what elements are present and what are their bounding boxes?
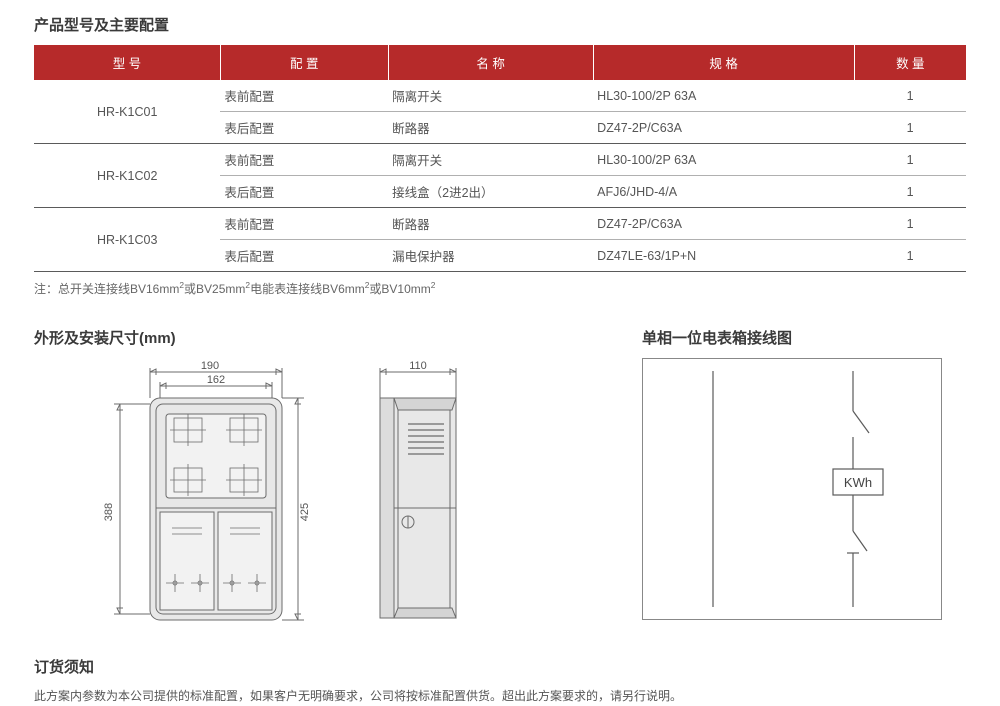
svg-text:190: 190	[201, 360, 219, 372]
config-table: 型 号 配 置 名 称 规 格 数 量 HR-K1C01表前配置隔离开关HL30…	[34, 45, 966, 272]
th-name: 名 称	[388, 45, 593, 80]
table-row: HR-K1C02表前配置隔离开关HL30-100/2P 63A1	[34, 144, 966, 176]
front-view-drawing: 190 162 388 425	[90, 358, 320, 630]
order-notice-text: 此方案内参数为本公司提供的标准配置，如果客户无明确要求，公司将按标准配置供货。超…	[34, 687, 966, 706]
th-cfg: 配 置	[220, 45, 388, 80]
section-title-order: 订货须知	[34, 656, 966, 677]
th-model: 型 号	[34, 45, 220, 80]
table-row: HR-K1C03表前配置断路器DZ47-2P/C63A1	[34, 208, 966, 240]
section-title-dims: 外形及安装尺寸(mm)	[34, 327, 614, 348]
svg-text:388: 388	[103, 503, 115, 521]
wiring-diagram: KWh	[642, 358, 942, 620]
section-title-config: 产品型号及主要配置	[34, 14, 966, 35]
side-view-drawing: 110	[358, 358, 478, 630]
table-row: HR-K1C01表前配置隔离开关HL30-100/2P 63A1	[34, 80, 966, 112]
svg-text:162: 162	[207, 374, 225, 386]
th-spec: 规 格	[593, 45, 854, 80]
section-title-wiring: 单相一位电表箱接线图	[642, 327, 966, 348]
th-qty: 数 量	[854, 45, 966, 80]
svg-text:110: 110	[409, 360, 427, 372]
svg-text:425: 425	[299, 503, 311, 521]
dimension-drawings: 190 162 388 425	[34, 358, 614, 630]
svg-text:KWh: KWh	[844, 475, 872, 490]
table-note: 注：总开关连接线BV16mm2或BV25mm2电能表连接线BV6mm2或BV10…	[34, 280, 966, 297]
